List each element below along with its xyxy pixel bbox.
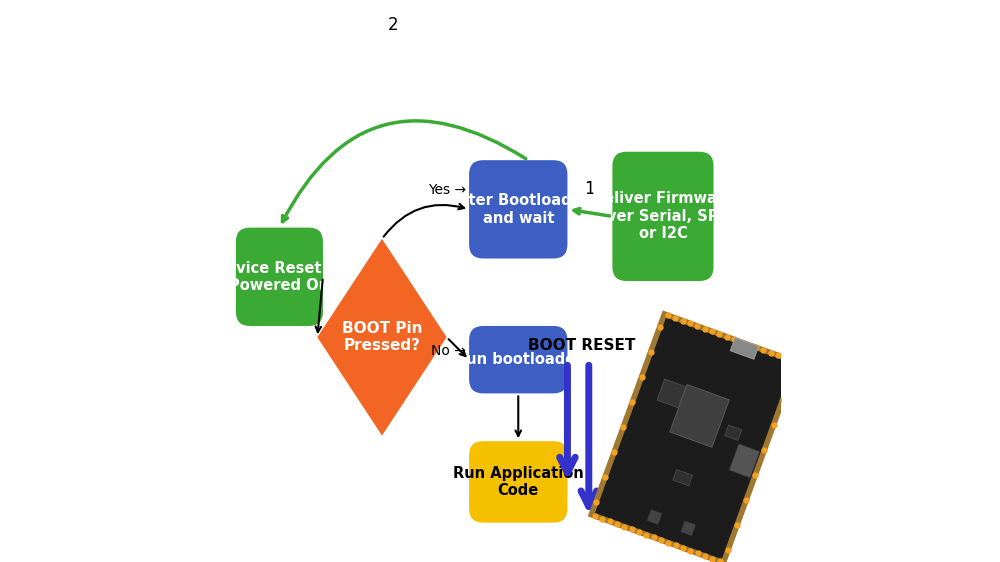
Polygon shape bbox=[647, 509, 662, 525]
Polygon shape bbox=[657, 379, 686, 408]
Text: Run bootloader: Run bootloader bbox=[455, 352, 582, 367]
Text: Run Application
Code: Run Application Code bbox=[453, 466, 584, 498]
Text: 1: 1 bbox=[585, 180, 595, 198]
Text: Yes →: Yes → bbox=[428, 183, 466, 197]
Text: Enter Bootloader
and wait: Enter Bootloader and wait bbox=[448, 193, 589, 225]
Text: BOOT Pin
Pressed?: BOOT Pin Pressed? bbox=[342, 321, 422, 353]
Polygon shape bbox=[680, 520, 696, 536]
Polygon shape bbox=[673, 469, 692, 486]
Polygon shape bbox=[730, 338, 759, 359]
FancyBboxPatch shape bbox=[469, 160, 567, 259]
Polygon shape bbox=[317, 239, 447, 436]
FancyBboxPatch shape bbox=[612, 152, 714, 281]
Text: Device Reset or
Powered On: Device Reset or Powered On bbox=[214, 261, 344, 293]
Polygon shape bbox=[670, 384, 729, 447]
Text: Deliver Firmware
over Serial, SPI,
or I2C: Deliver Firmware over Serial, SPI, or I2… bbox=[592, 192, 734, 241]
FancyBboxPatch shape bbox=[469, 326, 567, 393]
Text: 2: 2 bbox=[388, 16, 399, 34]
FancyBboxPatch shape bbox=[469, 441, 567, 523]
Text: BOOT RESET: BOOT RESET bbox=[528, 338, 635, 353]
FancyBboxPatch shape bbox=[236, 228, 323, 326]
Polygon shape bbox=[729, 444, 760, 478]
Polygon shape bbox=[591, 314, 796, 562]
Text: No →: No → bbox=[431, 345, 466, 358]
Polygon shape bbox=[725, 425, 742, 441]
